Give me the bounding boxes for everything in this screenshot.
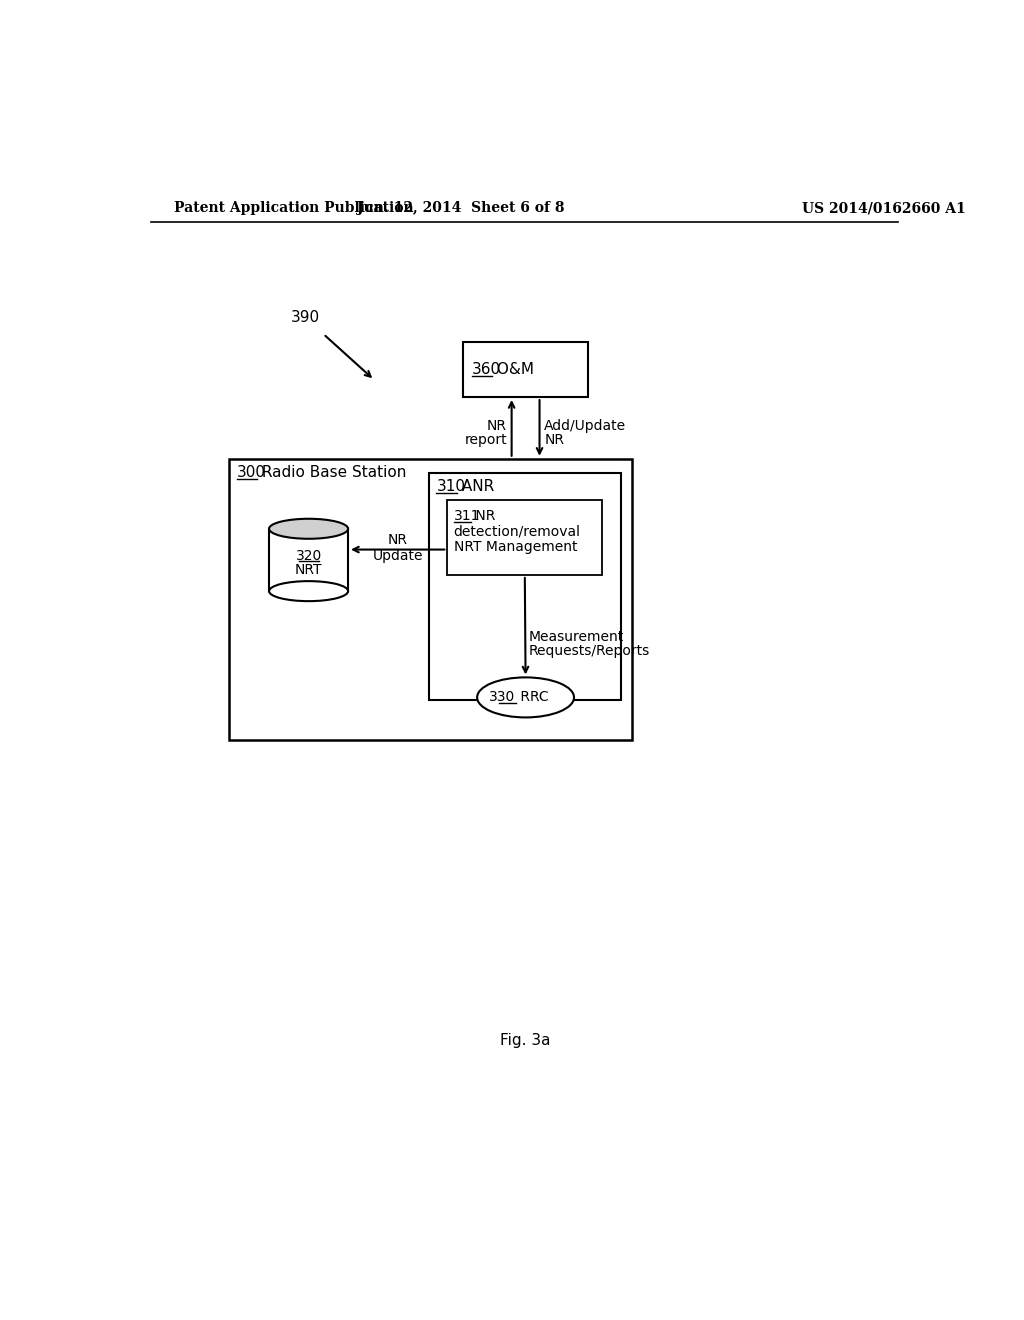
Text: Fig. 3a: Fig. 3a [500,1032,550,1048]
Text: US 2014/0162660 A1: US 2014/0162660 A1 [802,202,966,215]
Ellipse shape [477,677,574,718]
Text: 320: 320 [296,549,322,564]
Text: 300: 300 [237,465,265,480]
Text: Patent Application Publication: Patent Application Publication [174,202,414,215]
Text: Jun. 12, 2014  Sheet 6 of 8: Jun. 12, 2014 Sheet 6 of 8 [357,202,565,215]
Text: NR: NR [388,533,408,548]
Text: Add/Update: Add/Update [544,420,627,433]
Text: NR: NR [544,433,564,447]
Bar [447,499,602,576]
Text: Update: Update [373,549,423,562]
Text: 360: 360 [472,362,501,378]
Text: RRC: RRC [516,690,549,705]
Bar [463,342,589,397]
Bar [429,473,621,700]
Text: 310: 310 [436,479,466,494]
Bar [269,529,348,591]
Ellipse shape [269,581,348,601]
Text: Measurement: Measurement [528,631,624,644]
Text: NR: NR [471,510,495,524]
Text: ANR: ANR [457,479,494,494]
Text: O&M: O&M [493,362,535,378]
Text: Requests/Reports: Requests/Reports [528,644,650,659]
Ellipse shape [269,519,348,539]
Text: 390: 390 [291,310,319,325]
Text: 330: 330 [488,690,515,705]
Text: detection/removal: detection/removal [454,525,581,539]
Text: NRT Management: NRT Management [454,540,577,554]
Text: NRT: NRT [295,562,323,577]
Text: Radio Base Station: Radio Base Station [257,465,407,480]
Text: NR: NR [487,420,507,433]
Text: 311: 311 [454,510,480,524]
Bar [228,459,632,739]
Text: report: report [464,433,507,447]
